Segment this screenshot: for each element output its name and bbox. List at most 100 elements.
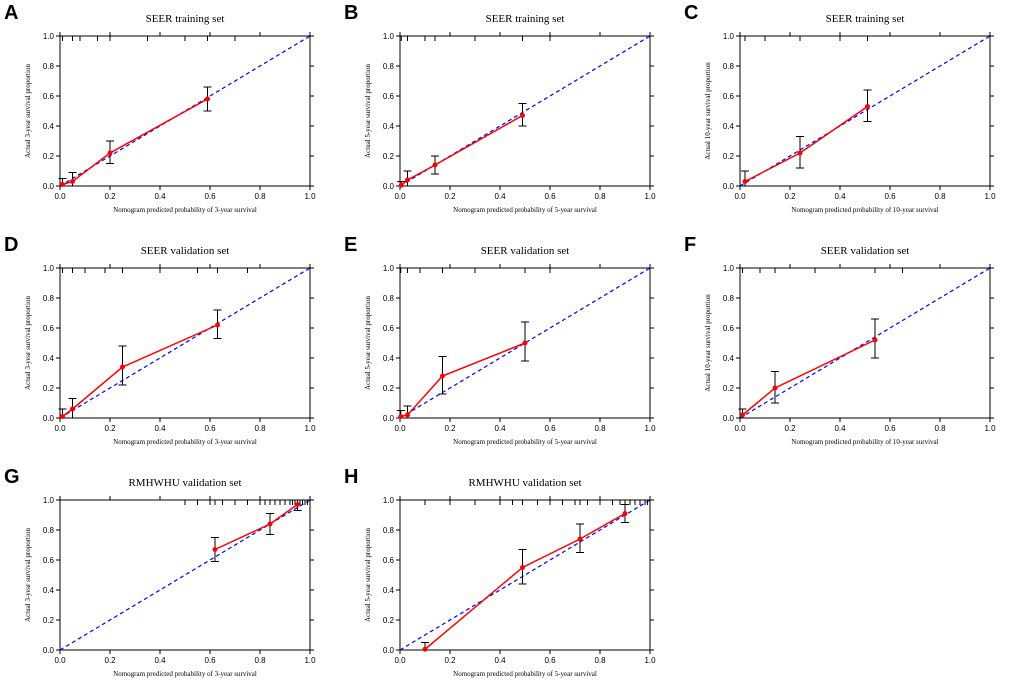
svg-text:0.6: 0.6 (204, 192, 216, 201)
calibration-point (520, 113, 525, 118)
svg-text:0.6: 0.6 (544, 656, 556, 665)
svg-text:0.2: 0.2 (43, 152, 55, 161)
calibration-plot: RMHWHU validation set0.00.00.20.20.40.40… (10, 472, 330, 682)
svg-text:0.6: 0.6 (544, 192, 556, 201)
svg-text:0.0: 0.0 (723, 414, 735, 423)
calibration-panel-D: DSEER validation set0.00.00.20.20.40.40.… (0, 232, 340, 464)
calibration-point (433, 163, 438, 168)
calibration-panel-E: ESEER validation set0.00.00.20.20.40.40.… (340, 232, 680, 464)
y-axis-label: Actual 10-year survival proportion (704, 294, 712, 392)
svg-text:0.8: 0.8 (594, 424, 606, 433)
x-axis-label: Nomogram predicted probability of 10-yea… (791, 206, 938, 214)
svg-text:0.2: 0.2 (784, 192, 796, 201)
svg-text:0.4: 0.4 (723, 122, 735, 131)
svg-text:0.4: 0.4 (383, 586, 395, 595)
svg-text:0.4: 0.4 (494, 424, 506, 433)
svg-text:1.0: 1.0 (984, 424, 996, 433)
svg-text:1.0: 1.0 (644, 424, 656, 433)
x-axis-label: Nomogram predicted probability of 10-yea… (791, 438, 938, 446)
svg-text:0.4: 0.4 (494, 192, 506, 201)
svg-text:0.4: 0.4 (383, 354, 395, 363)
calibration-point (70, 179, 75, 184)
calibration-point (798, 151, 803, 156)
ideal-line (60, 268, 310, 418)
y-axis-label: Actual 5-year survival proportion (364, 528, 372, 622)
calibration-point (215, 323, 220, 328)
calibration-point (405, 413, 410, 418)
svg-text:1.0: 1.0 (304, 424, 316, 433)
calibration-point (399, 183, 404, 188)
y-axis-label: Actual 3-year survival proportion (24, 296, 32, 390)
calibration-point (205, 97, 210, 102)
ideal-line (740, 36, 990, 186)
svg-text:0.4: 0.4 (43, 354, 55, 363)
svg-text:0.0: 0.0 (54, 424, 66, 433)
calibration-point (108, 151, 113, 156)
svg-text:0.8: 0.8 (594, 192, 606, 201)
svg-text:0.8: 0.8 (254, 424, 266, 433)
svg-text:0.6: 0.6 (544, 424, 556, 433)
calibration-point (740, 413, 745, 418)
calibration-panel-C: CSEER training set0.00.00.20.20.40.40.60… (680, 0, 1020, 232)
svg-text:0.8: 0.8 (934, 192, 946, 201)
svg-text:0.8: 0.8 (43, 294, 55, 303)
svg-text:0.0: 0.0 (43, 182, 55, 191)
calibration-panel-H: HRMHWHU validation set0.00.00.20.20.40.4… (340, 464, 680, 696)
y-axis-label: Actual 3-year survival proportion (24, 64, 32, 158)
calibration-point (120, 365, 125, 370)
calibration-panel-A: ASEER training set0.00.00.20.20.40.40.60… (0, 0, 340, 232)
calibration-plot: SEER validation set0.00.00.20.20.40.40.6… (690, 240, 1010, 450)
calibration-point (523, 341, 528, 346)
calibration-point (773, 386, 778, 391)
svg-text:0.8: 0.8 (594, 656, 606, 665)
calibration-point (70, 407, 75, 412)
svg-text:0.2: 0.2 (444, 192, 456, 201)
x-axis-label: Nomogram predicted probability of 3-year… (113, 670, 257, 678)
calibration-point (865, 104, 870, 109)
svg-text:1.0: 1.0 (304, 192, 316, 201)
calibration-plot: RMHWHU validation set0.00.00.20.20.40.40… (350, 472, 670, 682)
svg-text:0.2: 0.2 (383, 152, 395, 161)
calibration-panel-B: BSEER training set0.00.00.20.20.40.40.60… (340, 0, 680, 232)
svg-text:0.0: 0.0 (54, 656, 66, 665)
svg-text:0.2: 0.2 (723, 152, 735, 161)
x-axis-label: Nomogram predicted probability of 3-year… (113, 438, 257, 446)
calibration-plot: SEER validation set0.00.00.20.20.40.40.6… (10, 240, 330, 450)
svg-text:0.0: 0.0 (383, 646, 395, 655)
svg-text:0.4: 0.4 (43, 586, 55, 595)
calibration-plot: SEER training set0.00.00.20.20.40.40.60.… (690, 8, 1010, 218)
svg-text:0.0: 0.0 (394, 192, 406, 201)
svg-text:0.2: 0.2 (104, 656, 116, 665)
svg-text:0.4: 0.4 (43, 122, 55, 131)
plot-title: SEER training set (826, 13, 905, 25)
svg-text:1.0: 1.0 (644, 192, 656, 201)
figure-container: { "layout": { "page_w": 1020, "page_h": … (0, 0, 1020, 696)
calibration-point (743, 179, 748, 184)
svg-text:0.4: 0.4 (834, 192, 846, 201)
svg-text:0.0: 0.0 (734, 192, 746, 201)
svg-text:0.0: 0.0 (383, 414, 395, 423)
svg-text:1.0: 1.0 (383, 496, 395, 505)
svg-text:1.0: 1.0 (644, 656, 656, 665)
calibration-point (213, 547, 218, 552)
calibration-point (873, 338, 878, 343)
svg-text:0.8: 0.8 (254, 192, 266, 201)
svg-text:0.8: 0.8 (43, 62, 55, 71)
svg-text:0.6: 0.6 (204, 424, 216, 433)
calibration-point (398, 414, 403, 419)
plot-title: RMHWHU validation set (128, 477, 241, 489)
calibration-line (743, 340, 876, 415)
svg-text:0.8: 0.8 (934, 424, 946, 433)
svg-text:0.6: 0.6 (884, 424, 896, 433)
ideal-line (740, 268, 990, 418)
svg-text:0.8: 0.8 (383, 526, 395, 535)
calibration-plot: SEER training set0.00.00.20.20.40.40.60.… (350, 8, 670, 218)
svg-text:0.8: 0.8 (383, 62, 395, 71)
svg-text:0.6: 0.6 (383, 556, 395, 565)
svg-text:0.4: 0.4 (723, 354, 735, 363)
svg-text:0.6: 0.6 (383, 324, 395, 333)
calibration-panel-F: FSEER validation set0.00.00.20.20.40.40.… (680, 232, 1020, 464)
svg-text:0.8: 0.8 (383, 294, 395, 303)
svg-text:0.8: 0.8 (43, 526, 55, 535)
svg-text:0.4: 0.4 (834, 424, 846, 433)
